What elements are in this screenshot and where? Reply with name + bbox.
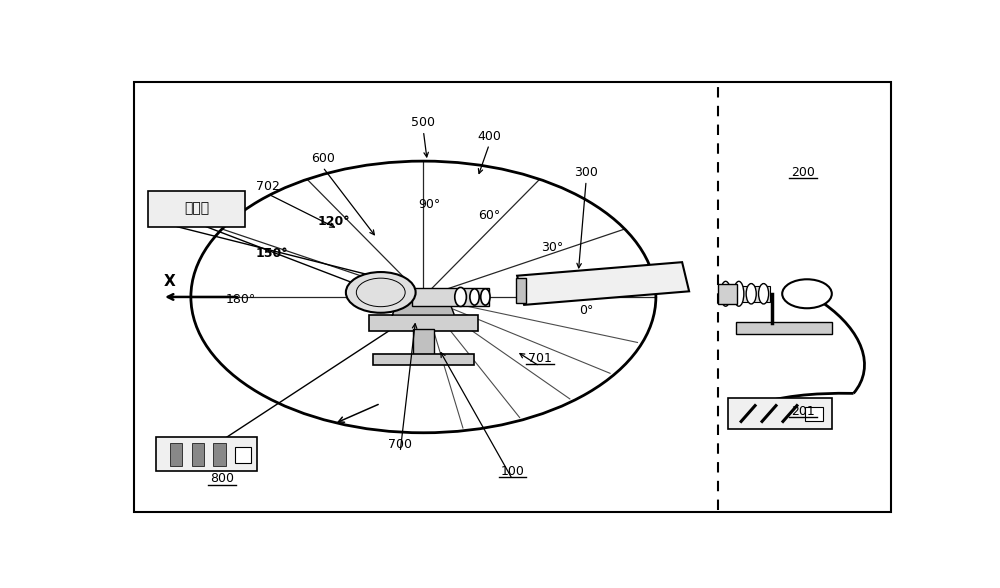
Text: 120°: 120° (318, 215, 351, 228)
Text: 200: 200 (791, 166, 815, 179)
FancyBboxPatch shape (373, 353, 474, 365)
Bar (170, 443, 182, 466)
Bar (413, 329, 434, 356)
FancyBboxPatch shape (148, 191, 245, 227)
Text: 计算机: 计算机 (184, 202, 209, 216)
Ellipse shape (746, 283, 756, 304)
Ellipse shape (759, 283, 769, 304)
FancyBboxPatch shape (369, 315, 478, 331)
Ellipse shape (721, 281, 731, 306)
Bar (719, 286, 770, 302)
FancyBboxPatch shape (156, 437, 257, 471)
Text: 90°: 90° (418, 198, 441, 211)
Text: 180°: 180° (226, 293, 256, 306)
Circle shape (346, 272, 416, 313)
Text: X: X (164, 274, 176, 289)
Bar (517, 262, 689, 305)
FancyBboxPatch shape (736, 322, 832, 334)
Bar (213, 443, 226, 466)
Text: 700: 700 (388, 437, 412, 450)
Text: 60°: 60° (478, 209, 500, 222)
FancyBboxPatch shape (728, 398, 832, 429)
Circle shape (782, 279, 832, 308)
Text: 702: 702 (256, 179, 280, 192)
Text: 150°: 150° (255, 248, 288, 260)
Text: 30°: 30° (541, 240, 563, 253)
Ellipse shape (734, 281, 744, 306)
Text: 0°: 0° (579, 304, 593, 317)
Text: 500: 500 (411, 116, 435, 129)
Bar (412, 288, 489, 306)
Ellipse shape (455, 288, 466, 306)
Text: 800: 800 (210, 472, 234, 486)
Bar (805, 406, 822, 422)
Text: 400: 400 (477, 130, 501, 143)
Text: 600: 600 (311, 152, 335, 165)
Text: 201: 201 (791, 405, 815, 417)
Ellipse shape (481, 289, 490, 305)
Ellipse shape (470, 289, 479, 305)
Text: 701: 701 (528, 352, 552, 365)
Text: 300: 300 (574, 166, 598, 179)
Bar (235, 447, 251, 463)
Text: 100: 100 (501, 465, 524, 478)
Polygon shape (392, 295, 454, 315)
Bar (192, 443, 204, 466)
Bar (718, 284, 737, 304)
Bar (516, 278, 526, 303)
